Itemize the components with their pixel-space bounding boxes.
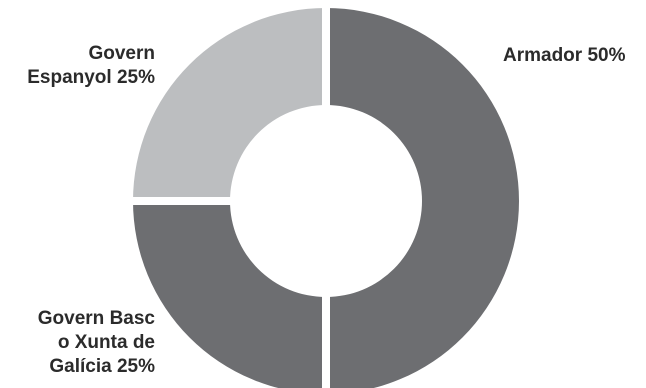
slice-govern-basc-galicia xyxy=(133,8,326,201)
slice-label-govern-espanyol: Govern Espanyol 25% xyxy=(27,43,155,88)
slice-armador xyxy=(326,8,519,388)
slice-label-govern-basc-galicia: Govern Basc o Xunta de Galícia 25% xyxy=(37,308,155,377)
slice-label-armador: Armador 50% xyxy=(503,45,626,66)
slice-govern-espanyol xyxy=(133,201,326,388)
